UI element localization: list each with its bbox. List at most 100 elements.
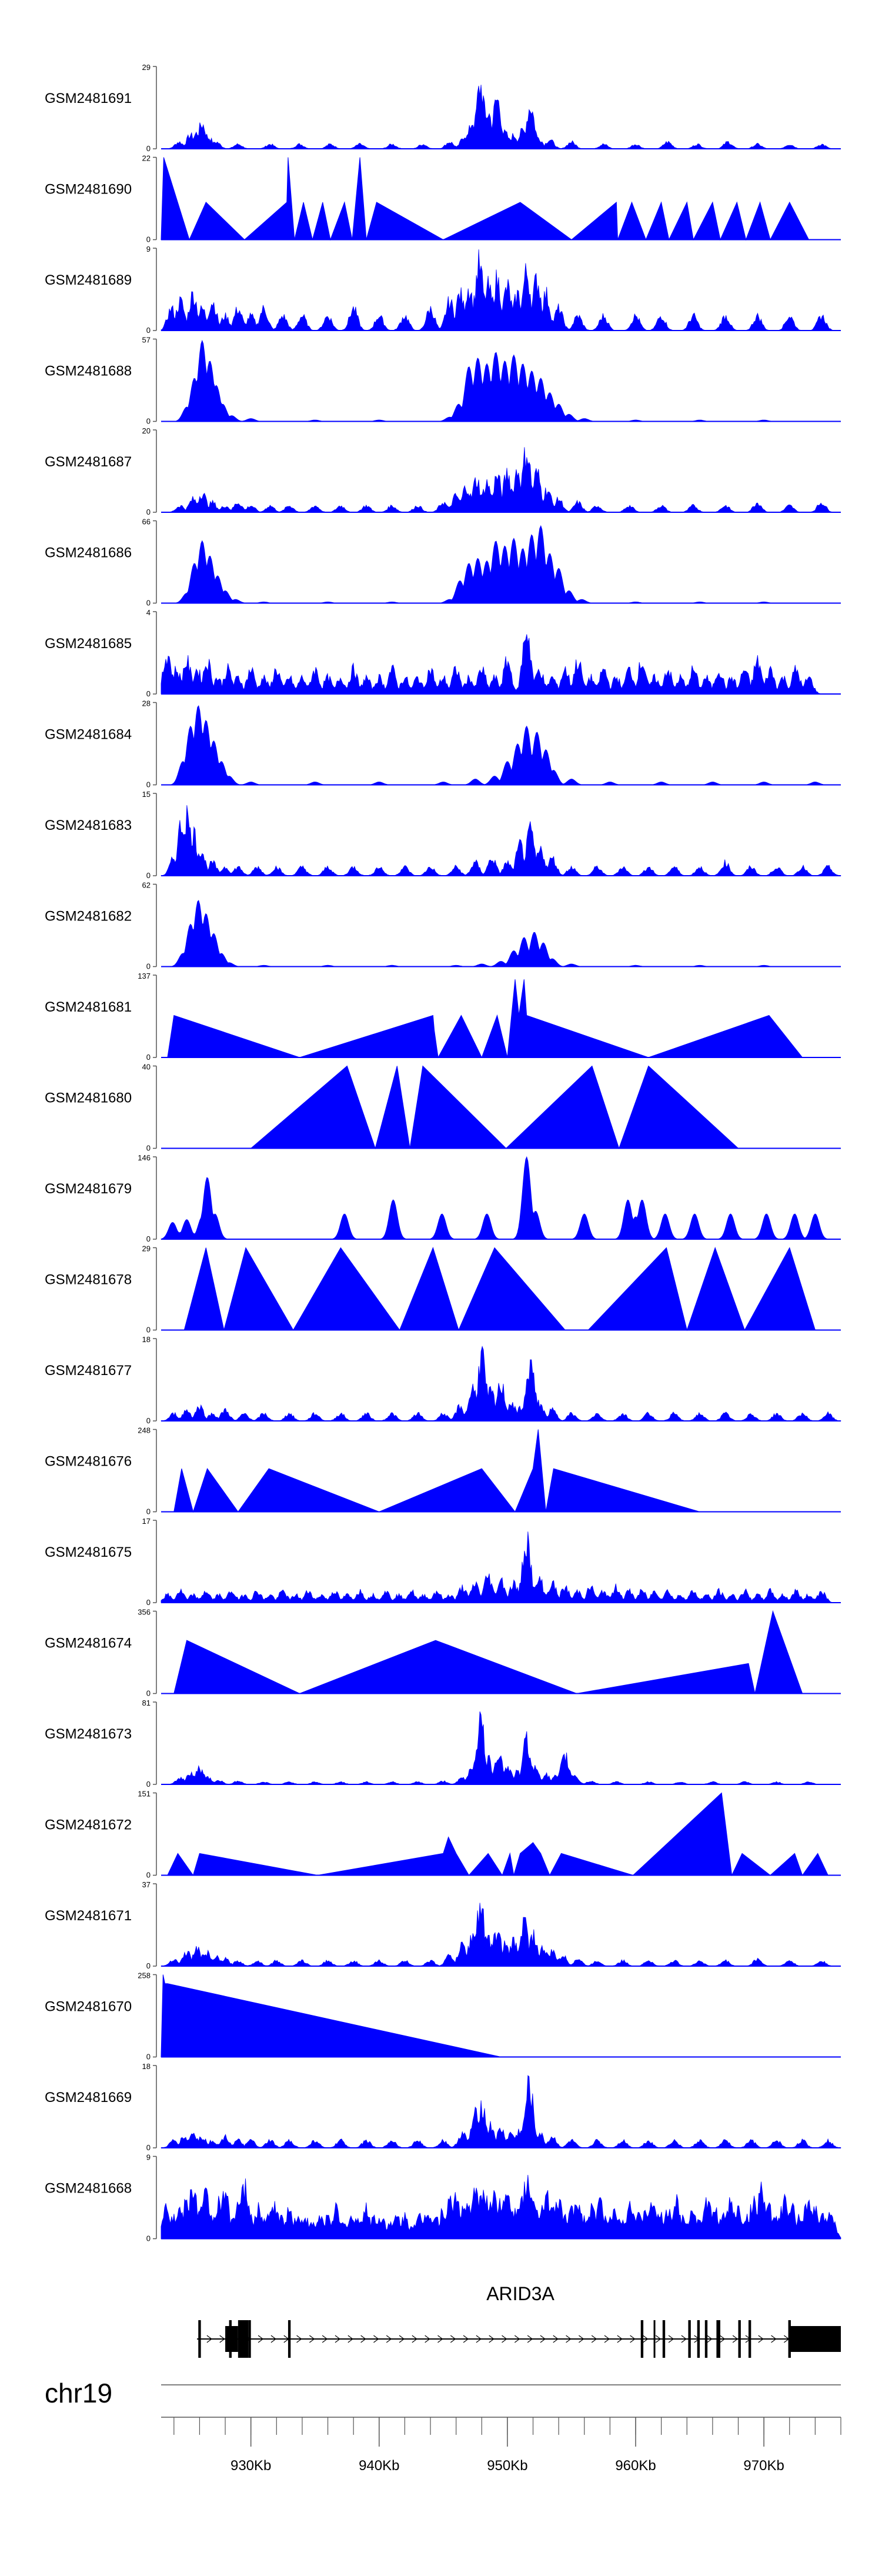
track-GSM2481674: GSM2481674 356 0 <box>45 1608 841 1698</box>
track-ymax-label: 20 <box>142 426 151 435</box>
strand-arrow-icon <box>604 2335 610 2343</box>
track-ymax-label: 62 <box>142 881 151 890</box>
strand-arrow-icon <box>771 2335 777 2343</box>
strand-arrow-icon <box>514 2335 520 2343</box>
coverage-area <box>161 339 841 422</box>
coverage-area <box>161 2174 841 2239</box>
gene-exon-block <box>716 2320 720 2358</box>
track-GSM2481678: GSM2481678 29 0 <box>45 1244 841 1334</box>
track-GSM2481671: GSM2481671 37 0 <box>45 1880 841 1970</box>
coverage-area <box>161 1711 841 1785</box>
track-ymin-label: 0 <box>146 417 151 426</box>
track-ymin-label: 0 <box>146 2234 151 2243</box>
track-ymax-label: 37 <box>142 1880 151 1889</box>
axis-tick-label: 940Kb <box>359 2458 399 2474</box>
track-sample-label: GSM2481676 <box>45 1454 132 1470</box>
track-sample-label: GSM2481671 <box>45 1908 132 1924</box>
strand-arrow-icon <box>502 2335 507 2343</box>
gene-utr-block <box>789 2326 841 2352</box>
track-ymin-label: 0 <box>146 2053 151 2061</box>
track-ymin-label: 0 <box>146 689 151 698</box>
strand-arrow-icon <box>258 2335 264 2343</box>
strand-arrow-icon <box>399 2335 405 2343</box>
track-ymin-label: 0 <box>146 144 151 153</box>
strand-arrow-icon <box>681 2335 687 2343</box>
track-GSM2481682: GSM2481682 62 0 <box>45 881 841 971</box>
strand-arrow-icon <box>643 2335 649 2343</box>
track-ymin-label: 0 <box>146 1416 151 1425</box>
coverage-area <box>161 900 841 967</box>
track-sample-label: GSM2481683 <box>45 817 132 833</box>
track-sample-label: GSM2481679 <box>45 1181 132 1197</box>
coverage-area <box>161 447 841 513</box>
track-GSM2481680: GSM2481680 40 0 <box>45 1063 841 1153</box>
strand-arrow-icon <box>360 2335 366 2343</box>
track-GSM2481672: GSM2481672 151 0 <box>45 1790 841 1880</box>
track-ymax-label: 15 <box>142 790 151 799</box>
coverage-area <box>167 979 803 1059</box>
gene-exon-block <box>198 2320 201 2358</box>
track-GSM2481670: GSM2481670 258 0 <box>45 1971 841 2061</box>
track-ymax-label: 29 <box>142 63 151 72</box>
strand-arrow-icon <box>553 2335 559 2343</box>
track-sample-label: GSM2481684 <box>45 727 132 743</box>
strand-arrow-icon <box>489 2335 495 2343</box>
track-ymin-label: 0 <box>146 1234 151 1243</box>
strand-arrow-icon <box>335 2335 340 2343</box>
coverage-area <box>250 1065 739 1150</box>
track-ymax-label: 151 <box>138 1790 151 1798</box>
track-ymax-label: 81 <box>142 1699 151 1707</box>
gene-exon-block <box>653 2320 656 2358</box>
track-sample-label: GSM2481670 <box>45 1999 132 2015</box>
gene-exon-block <box>688 2320 691 2358</box>
gene-exon-block <box>238 2320 249 2358</box>
track-ymax-label: 57 <box>142 336 151 345</box>
coverage-area <box>161 525 841 603</box>
chromosome-label: chr19 <box>45 2378 112 2408</box>
track-sample-label: GSM2481689 <box>45 272 132 288</box>
track-ymin-label: 0 <box>146 871 151 880</box>
track-ymax-label: 18 <box>142 2062 151 2071</box>
coverage-area <box>161 1345 841 1422</box>
coverage-area <box>161 1903 841 1967</box>
track-sample-label: GSM2481685 <box>45 636 132 652</box>
strand-arrow-icon <box>463 2335 469 2343</box>
coverage-tracks: GSM2481691290GSM2481690220GSM248168990GS… <box>45 63 841 2243</box>
track-GSM2481689: GSM2481689 9 0 <box>45 245 841 335</box>
gene-exon-block <box>229 2320 232 2358</box>
coverage-area <box>161 1531 841 1603</box>
coverage-area <box>161 249 841 331</box>
track-GSM2481675: GSM2481675 17 0 <box>45 1517 841 1607</box>
coverage-area <box>183 1246 816 1332</box>
track-ymax-label: 22 <box>142 154 151 163</box>
strand-arrow-icon <box>219 2335 225 2343</box>
strand-arrow-icon <box>450 2335 456 2343</box>
coverage-area <box>173 1610 803 1694</box>
track-ymax-label: 258 <box>138 1971 151 1980</box>
strand-arrow-icon <box>348 2335 353 2343</box>
track-ymin-label: 0 <box>146 1326 151 1334</box>
track-ymax-label: 28 <box>142 699 151 708</box>
strand-arrow-icon <box>373 2335 379 2343</box>
track-ymin-label: 0 <box>146 2143 151 2152</box>
strand-arrow-icon <box>758 2335 764 2343</box>
track-sample-label: GSM2481675 <box>45 1544 132 1560</box>
track-sample-label: GSM2481681 <box>45 999 132 1015</box>
strand-arrow-icon <box>296 2335 302 2343</box>
strand-arrow-icon <box>566 2335 572 2343</box>
track-sample-label: GSM2481691 <box>45 91 132 106</box>
gene-exon-block <box>288 2320 291 2358</box>
track-ymax-label: 248 <box>138 1426 151 1435</box>
gene-exon-block <box>738 2320 741 2358</box>
strand-arrow-icon <box>579 2335 584 2343</box>
coverage-area <box>161 805 841 876</box>
coverage-area <box>161 157 810 241</box>
track-sample-label: GSM2481669 <box>45 2090 132 2105</box>
strand-arrow-icon <box>425 2335 430 2343</box>
strand-arrow-icon <box>732 2335 739 2343</box>
track-GSM2481685: GSM2481685 4 0 <box>45 608 841 698</box>
track-ymin-label: 0 <box>146 1871 151 1880</box>
track-GSM2481687: GSM2481687 20 0 <box>45 426 841 516</box>
strand-arrow-icon <box>437 2335 443 2343</box>
track-ymin-label: 0 <box>146 1598 151 1607</box>
